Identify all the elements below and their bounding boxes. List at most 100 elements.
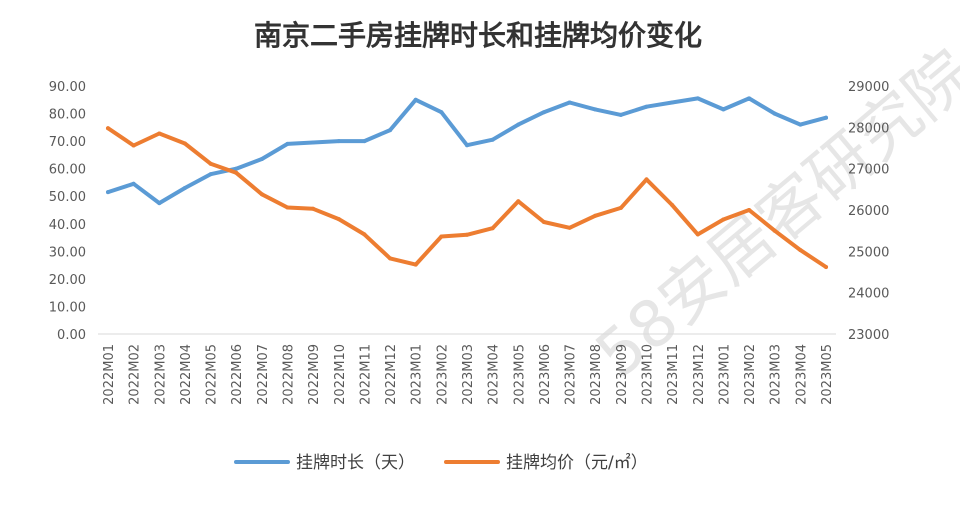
x-axis-tick-label: 2022M09 — [307, 344, 322, 405]
x-axis-tick-label: 2022M07 — [256, 344, 271, 405]
left-axis: 0.00 10.00 20.00 30.00 40.00 50.00 60.00 70.00 8… — [49, 80, 86, 343]
series-line-0 — [106, 96, 828, 206]
x-axis-tick-label: 2023M10 — [641, 344, 656, 405]
data-point — [362, 232, 367, 237]
data-point — [490, 226, 495, 231]
left-axis-tick-label: 90.00 — [49, 80, 86, 95]
data-point — [285, 205, 290, 210]
x-axis-tick-label: 2022M10 — [333, 344, 348, 405]
data-point — [131, 181, 136, 186]
right-axis: 23000 24000 25000 26000 27000 28000 29000 — [848, 80, 889, 343]
left-axis-tick-label: 20.00 — [49, 273, 86, 288]
data-point — [106, 190, 110, 195]
x-axis-tick-label: 2022M11 — [358, 344, 373, 405]
x-axis-tick-label: 2023M04 — [487, 344, 502, 405]
data-point — [259, 192, 264, 197]
left-axis-tick-label: 10.00 — [49, 300, 86, 315]
x-axis-tick-label: 2023M09 — [615, 344, 630, 405]
right-axis-tick-label: 26000 — [848, 204, 889, 219]
x-axis-tick-label: 2023M05 — [512, 344, 527, 405]
left-axis-tick-label: 30.00 — [49, 245, 86, 260]
x-axis-tick-label: 2023M07 — [564, 344, 579, 405]
data-point — [772, 228, 777, 233]
data-point — [798, 248, 803, 253]
data-point — [824, 115, 828, 120]
watermark-text: 58安居客研究院 — [583, 36, 960, 392]
data-point — [157, 201, 162, 206]
right-axis-tick-label: 23000 — [848, 328, 889, 343]
data-point — [824, 265, 828, 269]
data-point — [465, 143, 469, 148]
data-point — [721, 217, 726, 222]
watermark: 58安居客研究院 — [583, 36, 960, 392]
data-point — [439, 110, 444, 115]
data-point — [208, 172, 213, 177]
x-axis-tick-label: 2023M04 — [794, 344, 809, 405]
data-point — [413, 97, 418, 102]
data-point — [131, 143, 136, 148]
left-axis-tick-label: 60.00 — [49, 163, 86, 178]
right-axis-tick-label: 25000 — [848, 245, 889, 260]
right-axis-tick-label: 29000 — [848, 80, 889, 95]
x-axis-tick-label: 2022M06 — [230, 344, 245, 405]
x-axis-tick-label: 2022M02 — [128, 344, 143, 405]
x-axis-tick-label: 2023M01 — [410, 344, 425, 405]
x-axis-tick-label: 2023M12 — [692, 344, 707, 405]
data-point — [208, 161, 213, 166]
x-axis-tick-label: 2023M05 — [820, 344, 835, 405]
data-point — [336, 217, 341, 222]
data-point — [234, 170, 239, 175]
data-point — [439, 234, 444, 239]
x-axis-tick-label: 2023M08 — [589, 344, 604, 405]
right-axis-tick-label: 28000 — [848, 121, 889, 136]
data-point — [516, 122, 521, 127]
data-point — [490, 137, 495, 142]
data-point — [541, 220, 546, 224]
x-axis-tick-label: 2022M04 — [179, 344, 194, 405]
data-point — [465, 232, 469, 237]
legend-label: 挂牌时长（天） — [296, 453, 415, 473]
right-axis-tick-label: 27000 — [848, 163, 889, 178]
data-point — [772, 111, 777, 116]
right-axis-tick-label: 24000 — [848, 287, 889, 302]
data-point — [695, 232, 700, 237]
data-point — [567, 100, 572, 105]
x-axis: 2022M01 2022M02 2022M03 2022M04 2022M05 2022M… — [102, 344, 835, 405]
plot-area — [106, 96, 828, 269]
data-point — [311, 206, 316, 211]
data-point — [747, 208, 752, 212]
data-point — [618, 112, 623, 117]
x-axis-tick-label: 2023M01 — [717, 344, 732, 405]
data-point — [593, 213, 598, 218]
data-point — [182, 141, 187, 146]
data-point — [593, 107, 598, 112]
data-point — [567, 225, 572, 230]
data-point — [311, 140, 316, 145]
left-axis-tick-label: 80.00 — [49, 108, 86, 123]
data-point — [234, 166, 239, 171]
x-axis-tick-label: 2022M08 — [282, 344, 297, 405]
data-point — [516, 199, 521, 204]
data-point — [618, 205, 623, 210]
data-point — [541, 110, 546, 115]
legend: 挂牌时长（天） 挂牌均价（元/㎡） — [234, 453, 648, 473]
data-point — [721, 107, 726, 112]
x-axis-tick-label: 2023M03 — [461, 344, 476, 405]
data-point — [695, 96, 700, 101]
data-point — [644, 104, 649, 109]
data-point — [157, 131, 162, 136]
data-point — [106, 126, 110, 131]
data-point — [285, 141, 290, 146]
x-axis-tick-label: 2023M03 — [769, 344, 784, 405]
x-axis-tick-label: 2022M01 — [102, 344, 117, 405]
legend-label: 挂牌均价（元/㎡） — [506, 453, 648, 473]
data-point — [362, 139, 367, 144]
x-axis-tick-label: 2022M05 — [205, 344, 220, 405]
data-point — [644, 177, 649, 182]
chart-title: 南京二手房挂牌时长和挂牌均价变化 — [254, 19, 702, 52]
data-point — [670, 203, 675, 207]
left-axis-tick-label: 50.00 — [49, 190, 86, 205]
x-axis-tick-label: 2022M03 — [153, 344, 168, 405]
left-axis-tick-label: 70.00 — [49, 135, 86, 150]
